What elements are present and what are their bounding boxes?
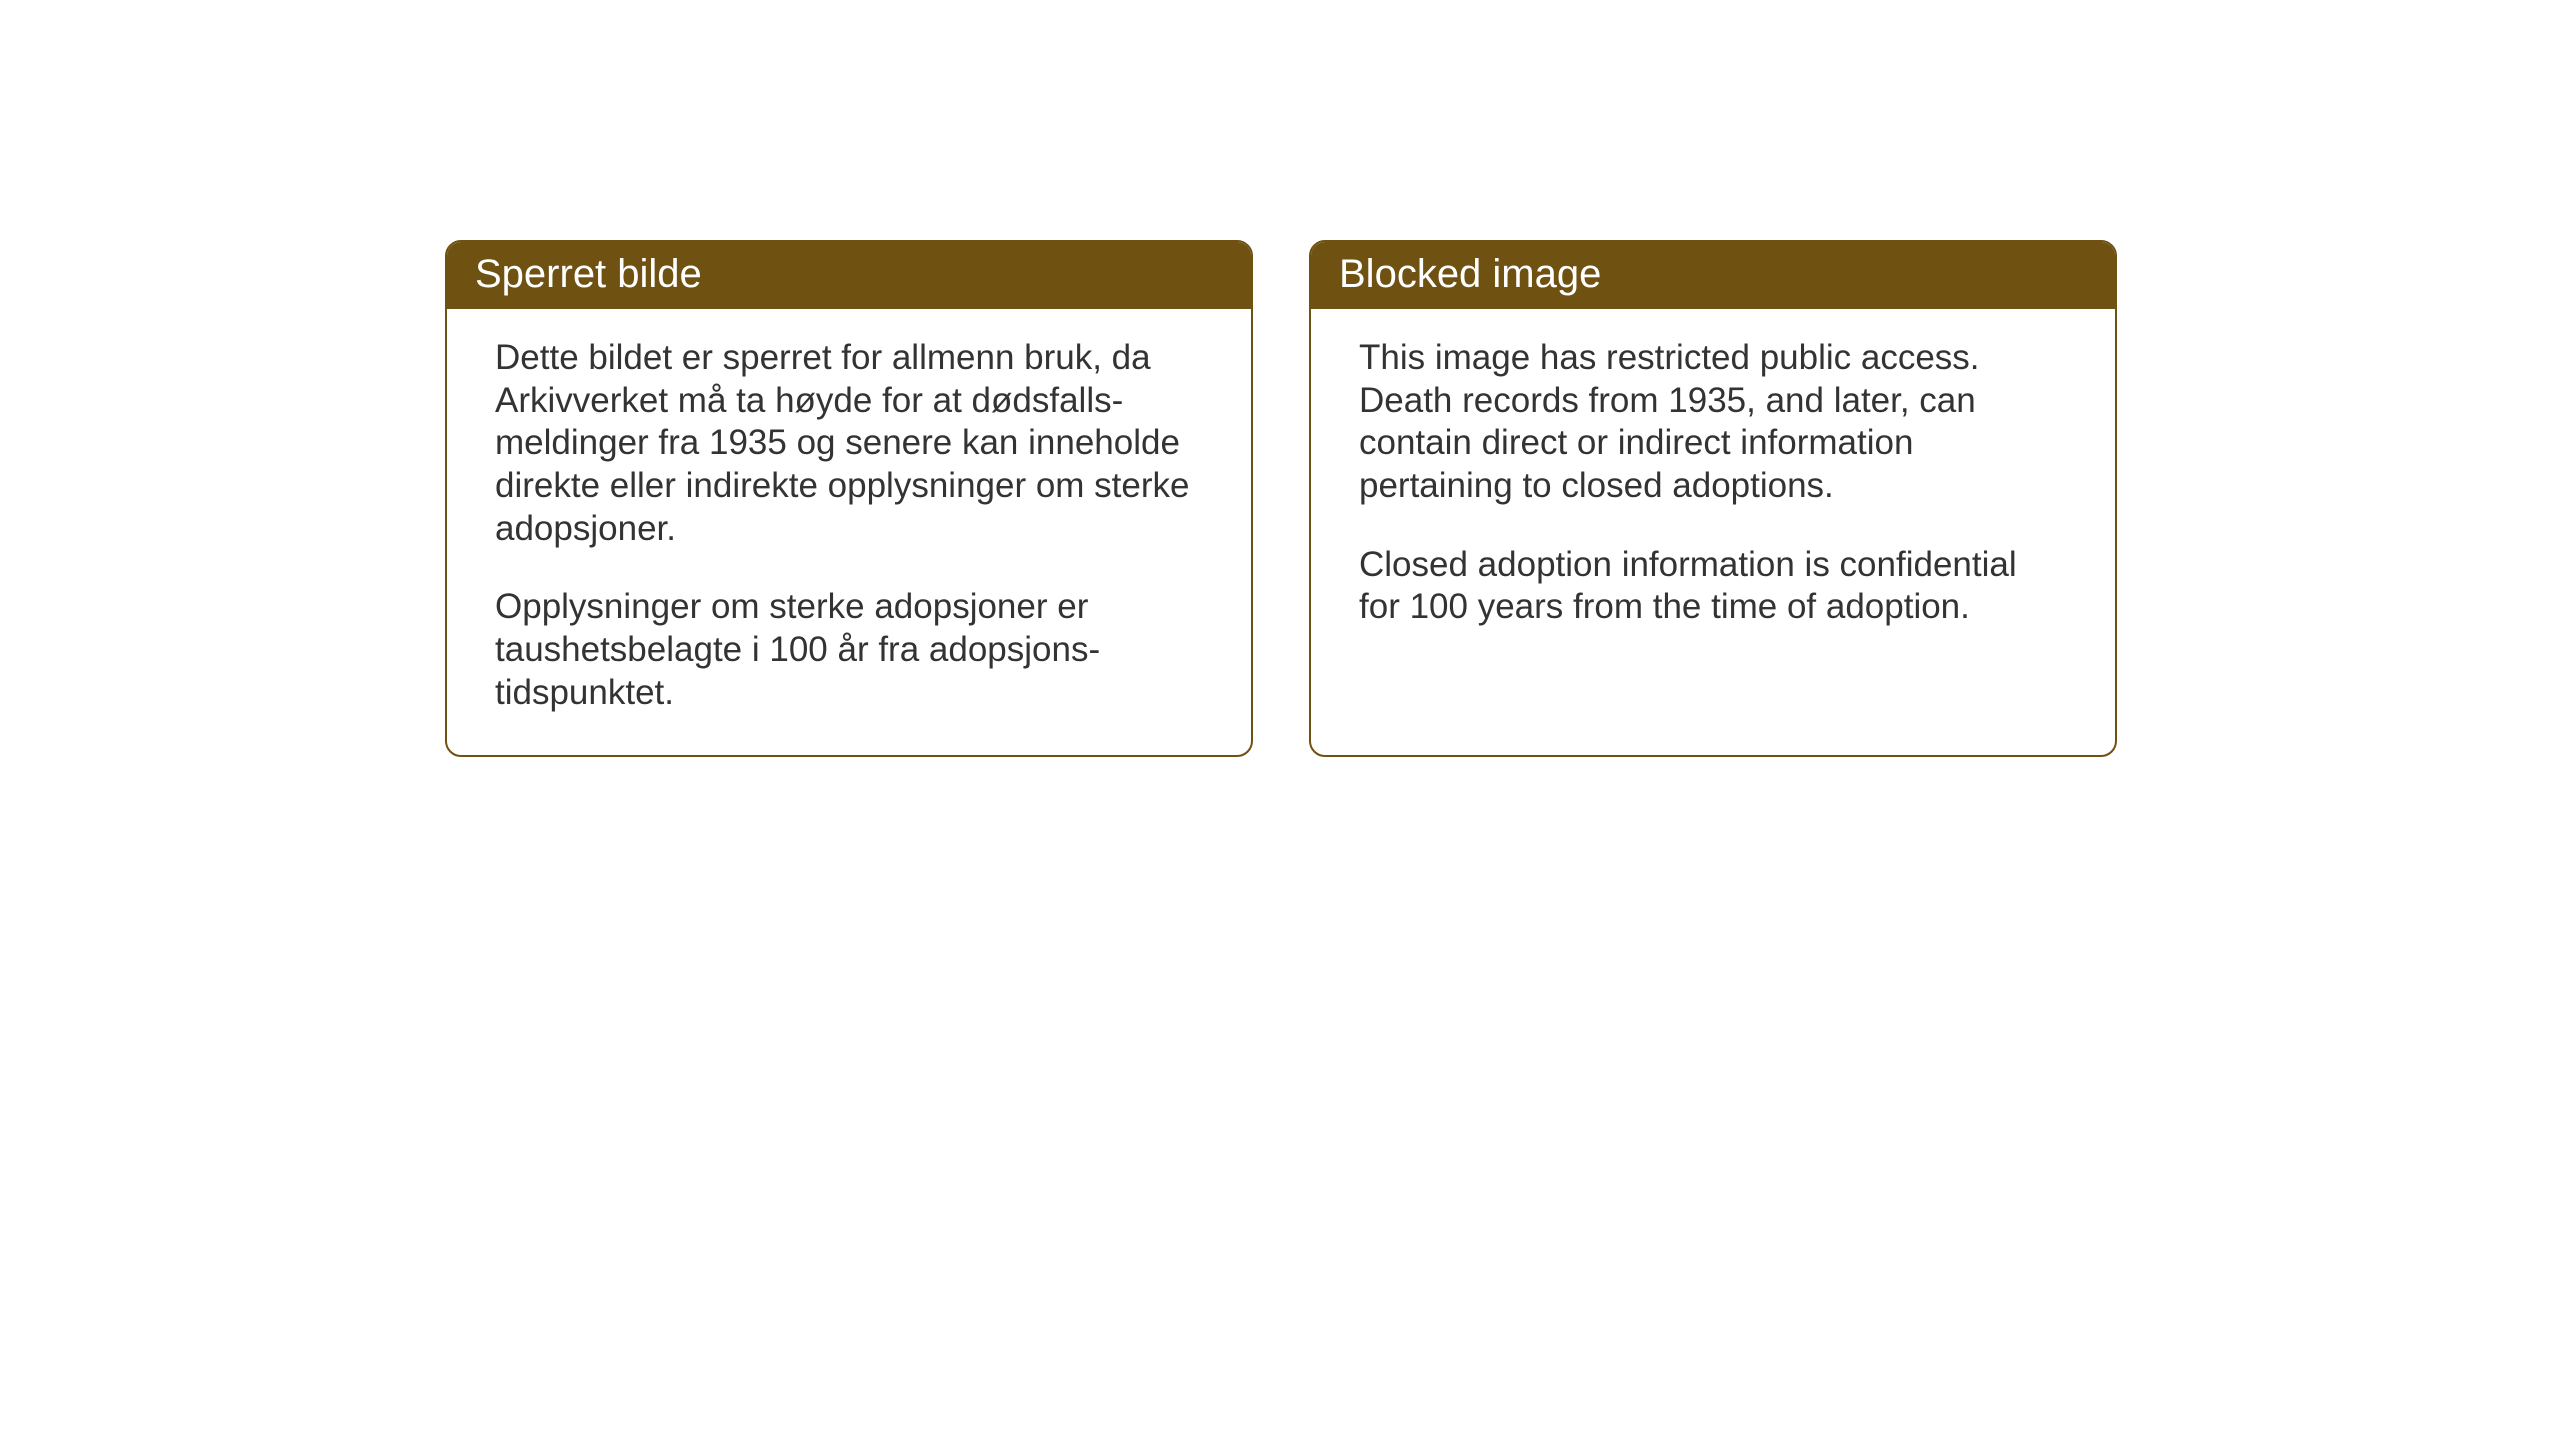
card-header-en: Blocked image: [1311, 242, 2115, 309]
notice-card-norwegian: Sperret bilde Dette bildet er sperret fo…: [445, 240, 1253, 757]
card-body-no: Dette bildet er sperret for allmenn bruk…: [447, 309, 1251, 755]
paragraph-no-1: Dette bildet er sperret for allmenn bruk…: [495, 337, 1203, 550]
paragraph-en-1: This image has restricted public access.…: [1359, 337, 2067, 508]
card-title-en: Blocked image: [1339, 252, 1601, 296]
card-body-en: This image has restricted public access.…: [1311, 309, 2115, 669]
paragraph-en-2: Closed adoption information is confident…: [1359, 544, 2067, 629]
card-header-no: Sperret bilde: [447, 242, 1251, 309]
notice-card-english: Blocked image This image has restricted …: [1309, 240, 2117, 757]
paragraph-no-2: Opplysninger om sterke adopsjoner er tau…: [495, 586, 1203, 714]
notice-container: Sperret bilde Dette bildet er sperret fo…: [445, 240, 2117, 757]
card-title-no: Sperret bilde: [475, 252, 702, 296]
